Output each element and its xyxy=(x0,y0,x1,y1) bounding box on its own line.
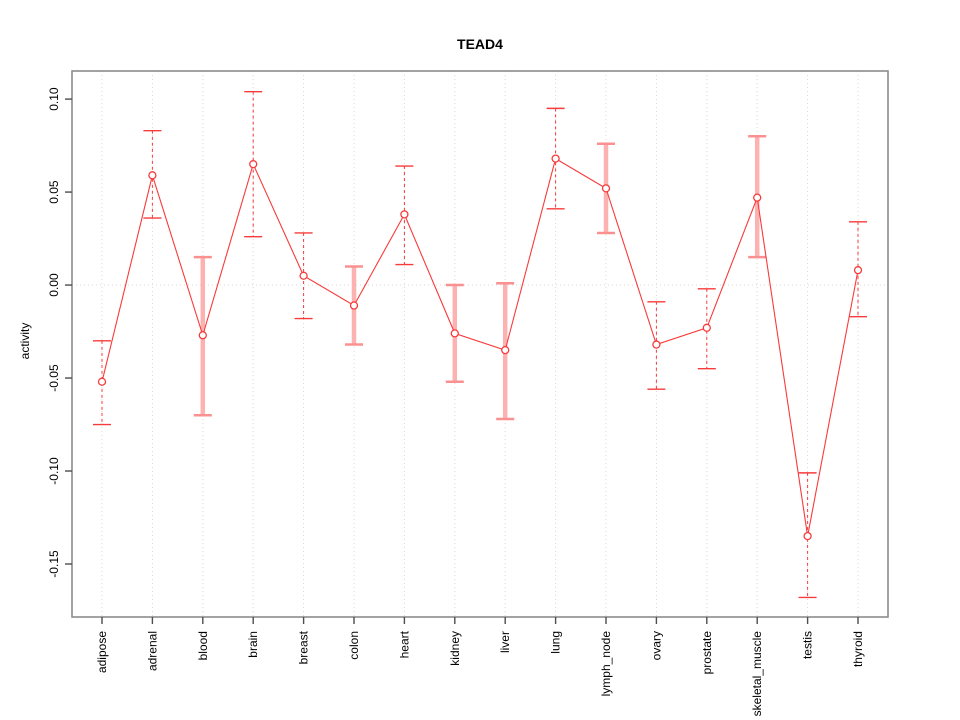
data-point-marker xyxy=(853,266,863,275)
x-tick-label: lymph_node xyxy=(599,631,613,697)
y-tick-label: 0.05 xyxy=(47,180,61,204)
y-axis-title: activity xyxy=(18,322,32,360)
x-tick-label: brain xyxy=(246,631,260,658)
y-tick-label: 0.00 xyxy=(47,273,61,297)
x-tick-label: ovary xyxy=(649,631,663,660)
y-tick-label: -0.10 xyxy=(47,457,61,485)
data-point-marker xyxy=(803,531,812,541)
x-tick-label: liver xyxy=(498,631,512,653)
x-tick-label: adrenal xyxy=(145,631,159,671)
x-tick-label: colon xyxy=(347,631,361,660)
data-point-marker xyxy=(753,193,762,202)
data-point-marker xyxy=(97,377,107,386)
data-point-marker xyxy=(400,210,409,219)
x-tick-label: skeletal_muscle xyxy=(750,631,764,717)
data-point-marker xyxy=(299,271,308,280)
plot-frame xyxy=(71,70,889,618)
x-tick-label: blood xyxy=(196,631,210,660)
data-point-marker xyxy=(349,301,359,310)
x-tick-label: lung xyxy=(549,631,563,654)
series-line xyxy=(101,157,859,537)
y-tick-label: -0.15 xyxy=(47,550,61,578)
x-tick-label: prostate xyxy=(700,631,714,675)
data-point-marker xyxy=(501,345,510,355)
data-point-marker xyxy=(249,160,258,169)
y-tick-label: 0.10 xyxy=(47,87,61,111)
x-tick-label: heart xyxy=(397,630,411,658)
x-tick-label: breast xyxy=(297,630,311,664)
y-tick-label: -0.05 xyxy=(47,364,61,392)
data-point-marker xyxy=(198,331,207,340)
x-tick-label: testis xyxy=(801,631,815,659)
x-tick-label: adipose xyxy=(95,631,109,673)
chart-title: TEAD4 xyxy=(457,36,503,52)
data-point-marker xyxy=(148,171,157,180)
data-point-marker xyxy=(601,184,611,193)
x-tick-label: kidney xyxy=(448,631,462,666)
data-point-marker xyxy=(652,340,661,349)
x-tick-label: thyroid xyxy=(851,631,865,667)
data-point-marker xyxy=(551,154,560,163)
data-point-marker xyxy=(450,329,459,338)
data-point-marker xyxy=(702,323,711,332)
